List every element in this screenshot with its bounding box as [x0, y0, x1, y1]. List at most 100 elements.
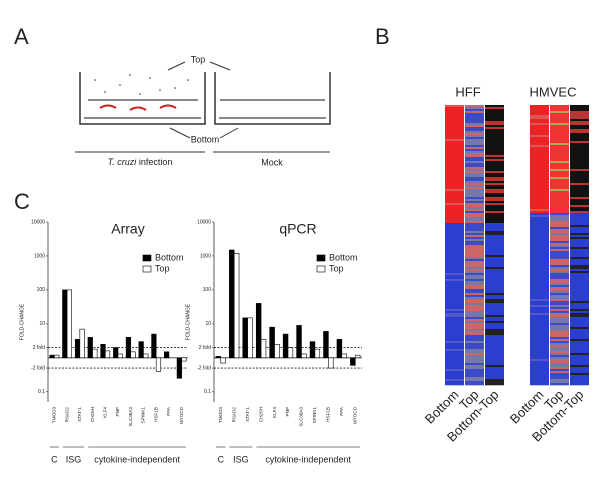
bar [176, 357, 182, 379]
heatmap-cell [550, 129, 569, 132]
heatmap-cell [550, 127, 569, 130]
heatmap-cell [465, 287, 484, 290]
y-tick-label: 100 [37, 287, 46, 293]
heatmap-cell [530, 171, 549, 174]
heatmap-cell [550, 245, 569, 248]
heatmap-cell [445, 365, 464, 368]
heatmap-cell [570, 365, 589, 368]
heatmap-cell [530, 235, 549, 238]
heatmap-cell [530, 215, 549, 218]
heatmap-cell [570, 265, 589, 268]
group-label: cytokine-independent [265, 454, 351, 464]
heatmap-cell [445, 375, 464, 378]
heatmap-cell [485, 141, 504, 144]
heatmap-cell [550, 309, 569, 312]
heatmap-cell [465, 339, 484, 342]
heatmap-cell [465, 233, 484, 236]
heatmap-cell [485, 317, 504, 320]
heatmap-cell [445, 323, 464, 326]
heatmap-cell [445, 369, 464, 372]
heatmap-cell [570, 347, 589, 350]
heatmap-cell [465, 169, 484, 172]
heatmap-cell [445, 333, 464, 336]
heatmap-cell [530, 331, 549, 334]
heatmap-cell [465, 197, 484, 200]
heatmap-cell [550, 277, 569, 280]
heatmap-cell [485, 325, 504, 328]
heatmap-cell [530, 341, 549, 344]
heatmap-cell [570, 115, 589, 118]
heatmap-cell [485, 125, 504, 128]
heatmap-cell [445, 225, 464, 228]
heatmap-cell [570, 241, 589, 244]
heatmap-cell [465, 119, 484, 122]
heatmap-cell [550, 231, 569, 234]
bar [220, 357, 226, 364]
heatmap-cell [530, 369, 549, 372]
heatmap-cell [530, 175, 549, 178]
x-tick-label: MYOCD [179, 406, 184, 424]
heatmap-cell [570, 131, 589, 134]
heatmap-cell [445, 329, 464, 332]
heatmap-cell [465, 361, 484, 364]
heatmap-cell [445, 291, 464, 294]
heatmap-cell [570, 147, 589, 150]
heatmap-cell [445, 355, 464, 358]
heatmap-cell [530, 225, 549, 228]
heatmap-cell [570, 221, 589, 224]
heatmap-cell [445, 363, 464, 366]
heatmap-cell [550, 155, 569, 158]
heatmap-cell [530, 289, 549, 292]
bar [314, 348, 321, 359]
heatmap-cell [570, 233, 589, 236]
heatmap-cell [570, 245, 589, 248]
heatmap-cell [465, 343, 484, 346]
legend-swatch [316, 265, 326, 273]
heatmap-cell [465, 199, 484, 202]
heatmap-cell [485, 183, 504, 186]
heatmap-cell [570, 219, 589, 222]
heatmap-cell [485, 295, 504, 298]
heatmap-cell [570, 339, 589, 342]
heatmap-cell [485, 159, 504, 162]
bar [282, 333, 289, 359]
heatmap-cell [485, 287, 504, 290]
heatmap-cell [550, 167, 569, 170]
heatmap-cell [465, 371, 484, 374]
heatmap-cell [570, 199, 589, 202]
heatmap-cell [570, 299, 589, 302]
heatmap-cell [530, 197, 549, 200]
heatmap-cell [550, 213, 569, 216]
heatmap-cell [570, 113, 589, 116]
heatmap-cell [445, 237, 464, 240]
heatmap-cell [445, 371, 464, 374]
heatmap-cell [550, 117, 569, 120]
heatmap-cell [465, 149, 484, 152]
heatmap-cell [550, 115, 569, 118]
bar [151, 333, 157, 359]
heatmap-cell [570, 271, 589, 274]
heatmap-cell [550, 289, 569, 292]
heatmap-cell [550, 169, 569, 172]
heatmap-cell [550, 365, 569, 368]
heatmap-cell [570, 287, 589, 290]
heatmap-cell [530, 167, 549, 170]
heatmap-cell [485, 299, 504, 302]
heatmap-cell [530, 363, 549, 366]
heatmap-cell [570, 285, 589, 288]
heatmap-cell [550, 305, 569, 308]
heatmap-cell [550, 149, 569, 152]
heatmap-cell [570, 251, 589, 254]
heatmap-cell [550, 251, 569, 254]
bar [92, 348, 98, 359]
heatmap-cell [485, 357, 504, 360]
heatmap-cell [465, 257, 484, 260]
heatmap-cell [445, 197, 464, 200]
heatmap-cell [465, 323, 484, 326]
heatmap-cell [550, 225, 569, 228]
heatmap-cell [530, 131, 549, 134]
heatmap-cell [550, 239, 569, 242]
heatmap-cell [485, 145, 504, 148]
heatmap-cell [550, 343, 569, 346]
